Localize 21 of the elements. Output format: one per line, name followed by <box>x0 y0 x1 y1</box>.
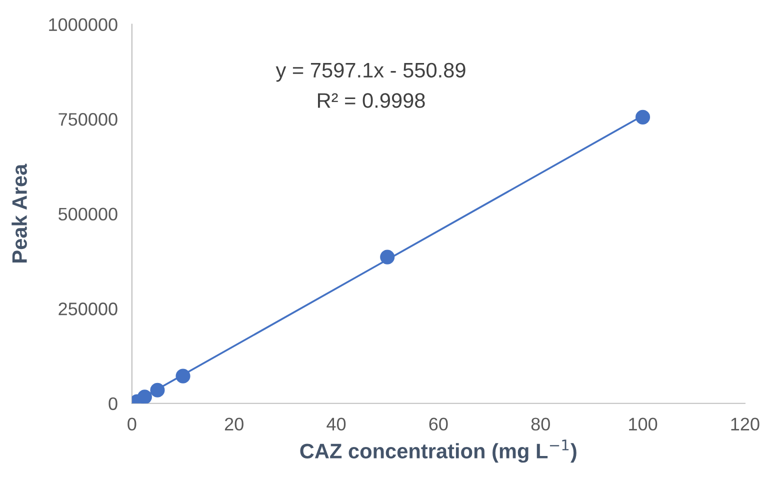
point <box>380 250 395 264</box>
y-tick-label: 750000 <box>58 113 118 126</box>
annotation: R² = 0.9998 <box>318 93 425 108</box>
point <box>636 110 650 124</box>
y-tick-label: 250000 <box>58 302 118 316</box>
x-tick-label: 40 <box>326 418 346 431</box>
x-tick-label: 60 <box>429 418 448 431</box>
y-tick-label: 0 <box>108 397 118 410</box>
x-tick-label: 20 <box>224 418 244 431</box>
y-tick-label: 1000000 <box>49 18 118 32</box>
point <box>150 382 165 398</box>
x-tick-label: 80 <box>531 418 550 431</box>
x-tick-label: 120 <box>731 418 760 431</box>
point <box>176 368 190 384</box>
point <box>137 390 152 404</box>
x-tick-label: 100 <box>629 418 658 431</box>
y-tick-label: 500000 <box>58 208 118 221</box>
x-tick-label: 0 <box>128 418 136 431</box>
annotation: y = 7597.1x - 550.89 <box>276 62 466 82</box>
x-axis-title: CAZ concentration (mg L$^{−1}$) <box>300 440 576 463</box>
y-axis-title: Peak Area <box>12 164 27 262</box>
